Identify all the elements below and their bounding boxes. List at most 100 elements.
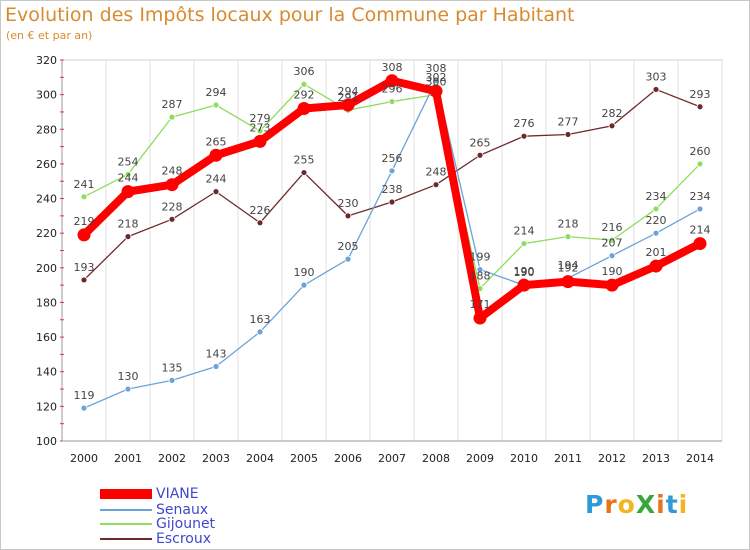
- grid-layer: [61, 59, 723, 442]
- data-point-viane: [693, 237, 707, 251]
- x-tick-label: 2007: [378, 452, 406, 465]
- data-point-escroux: [168, 215, 176, 223]
- data-point-escroux: [476, 151, 484, 159]
- proxiti-logo: ProXiti: [585, 490, 688, 519]
- data-point-escroux: [696, 103, 704, 111]
- data-label-escroux: 244: [206, 173, 227, 186]
- data-label-viane: 201: [646, 246, 667, 259]
- y-tick-label: 200: [36, 262, 57, 275]
- data-point-viane: [385, 74, 399, 88]
- data-label-escroux: 303: [646, 70, 667, 83]
- data-point-senaux: [212, 363, 220, 370]
- data-point-viane: [121, 185, 135, 199]
- y-tick-label: 300: [36, 89, 57, 102]
- data-label-gijounet: 294: [206, 86, 227, 99]
- x-tick-label: 2005: [290, 452, 318, 465]
- data-label-gijounet: 216: [602, 221, 623, 234]
- data-label-gijounet: 306: [294, 65, 315, 78]
- x-tick-label: 2014: [686, 452, 714, 465]
- data-label-escroux: 276: [514, 117, 535, 130]
- legend-label-gijounet: Gijounet: [156, 516, 216, 532]
- data-label-escroux: 265: [470, 136, 491, 149]
- legend-swatch-gijounet: [100, 523, 152, 525]
- data-label-senaux: 130: [118, 370, 139, 383]
- data-point-senaux: [80, 404, 88, 412]
- legend-item-senaux: Senaux: [100, 502, 208, 518]
- data-label-senaux: 199: [470, 251, 491, 264]
- data-point-senaux: [608, 252, 616, 260]
- data-label-viane: 219: [74, 215, 95, 228]
- data-label-senaux: 135: [162, 361, 183, 374]
- data-point-escroux: [344, 212, 352, 220]
- data-label-viane: 265: [206, 135, 227, 148]
- data-point-senaux: [432, 77, 440, 85]
- logo-letter: i: [678, 490, 689, 519]
- data-label-viane: 190: [514, 265, 535, 278]
- series-layer: [77, 74, 707, 412]
- data-label-senaux: 119: [74, 389, 95, 402]
- data-label-escroux: 277: [558, 115, 579, 128]
- data-point-viane: [429, 84, 443, 98]
- data-point-gijounet: [652, 205, 660, 213]
- data-labels-layer: 193 218 228 244 226 255 230 238 248 265 276 277 282 3…: [74, 61, 711, 402]
- data-label-viane: 192: [558, 262, 579, 275]
- data-point-escroux: [608, 122, 616, 130]
- logo-letter: i: [656, 490, 666, 519]
- data-point-senaux: [344, 255, 352, 263]
- data-label-viane: 292: [294, 88, 315, 101]
- data-label-viane: 294: [338, 85, 359, 98]
- y-tick-label: 260: [36, 158, 57, 171]
- data-label-viane: 273: [250, 121, 271, 134]
- data-point-gijounet: [300, 80, 308, 88]
- y-tick-label: 120: [36, 400, 57, 413]
- data-label-gijounet: 260: [690, 145, 711, 158]
- data-label-escroux: 282: [602, 107, 623, 120]
- data-point-senaux: [256, 328, 264, 336]
- logo-letter: o: [617, 490, 636, 519]
- data-label-senaux: 220: [646, 214, 667, 227]
- data-point-senaux: [300, 281, 308, 289]
- x-tick-label: 2008: [422, 452, 450, 465]
- legend-swatch-viane: [100, 489, 152, 499]
- logo-letter: X: [635, 490, 657, 519]
- data-label-senaux: 256: [382, 152, 403, 165]
- data-point-gijounet: [388, 98, 396, 105]
- y-tick-label: 220: [36, 227, 57, 240]
- data-point-escroux: [300, 169, 308, 176]
- data-point-senaux: [696, 205, 704, 213]
- data-point-viane: [77, 228, 91, 242]
- legend-item-gijounet: Gijounet: [100, 516, 215, 532]
- data-point-gijounet: [124, 170, 132, 178]
- data-point-viane: [517, 278, 531, 292]
- data-label-gijounet: 218: [558, 218, 579, 231]
- data-point-viane: [253, 134, 267, 148]
- data-point-viane: [209, 148, 223, 162]
- data-point-gijounet: [696, 160, 704, 168]
- x-tick-label: 2013: [642, 452, 670, 465]
- data-label-viane: 248: [162, 165, 183, 178]
- data-point-viane: [341, 98, 355, 112]
- data-point-escroux: [520, 132, 528, 140]
- legend-swatch-senaux: [100, 509, 152, 511]
- data-label-escroux: 228: [162, 200, 183, 213]
- data-point-escroux: [432, 181, 440, 189]
- data-point-senaux: [124, 385, 132, 393]
- data-label-escroux: 248: [426, 166, 447, 179]
- x-tick-label: 2012: [598, 452, 626, 465]
- x-tick-label: 2003: [202, 452, 230, 465]
- data-point-gijounet: [212, 101, 220, 109]
- data-point-escroux: [256, 219, 264, 227]
- y-tick-label: 320: [36, 54, 57, 67]
- data-point-gijounet: [520, 240, 528, 247]
- y-tick-label: 240: [36, 193, 57, 206]
- data-point-senaux: [476, 266, 484, 273]
- data-label-escroux: 238: [382, 183, 403, 196]
- y-tick-label: 100: [36, 435, 57, 448]
- data-label-viane: 214: [690, 224, 711, 237]
- data-label-senaux: 190: [514, 266, 535, 279]
- data-label-senaux: 205: [338, 240, 359, 253]
- legend-label-escroux: Escroux: [156, 531, 212, 547]
- data-point-senaux: [168, 376, 176, 384]
- data-label-escroux: 293: [690, 88, 711, 101]
- data-point-escroux: [80, 276, 88, 284]
